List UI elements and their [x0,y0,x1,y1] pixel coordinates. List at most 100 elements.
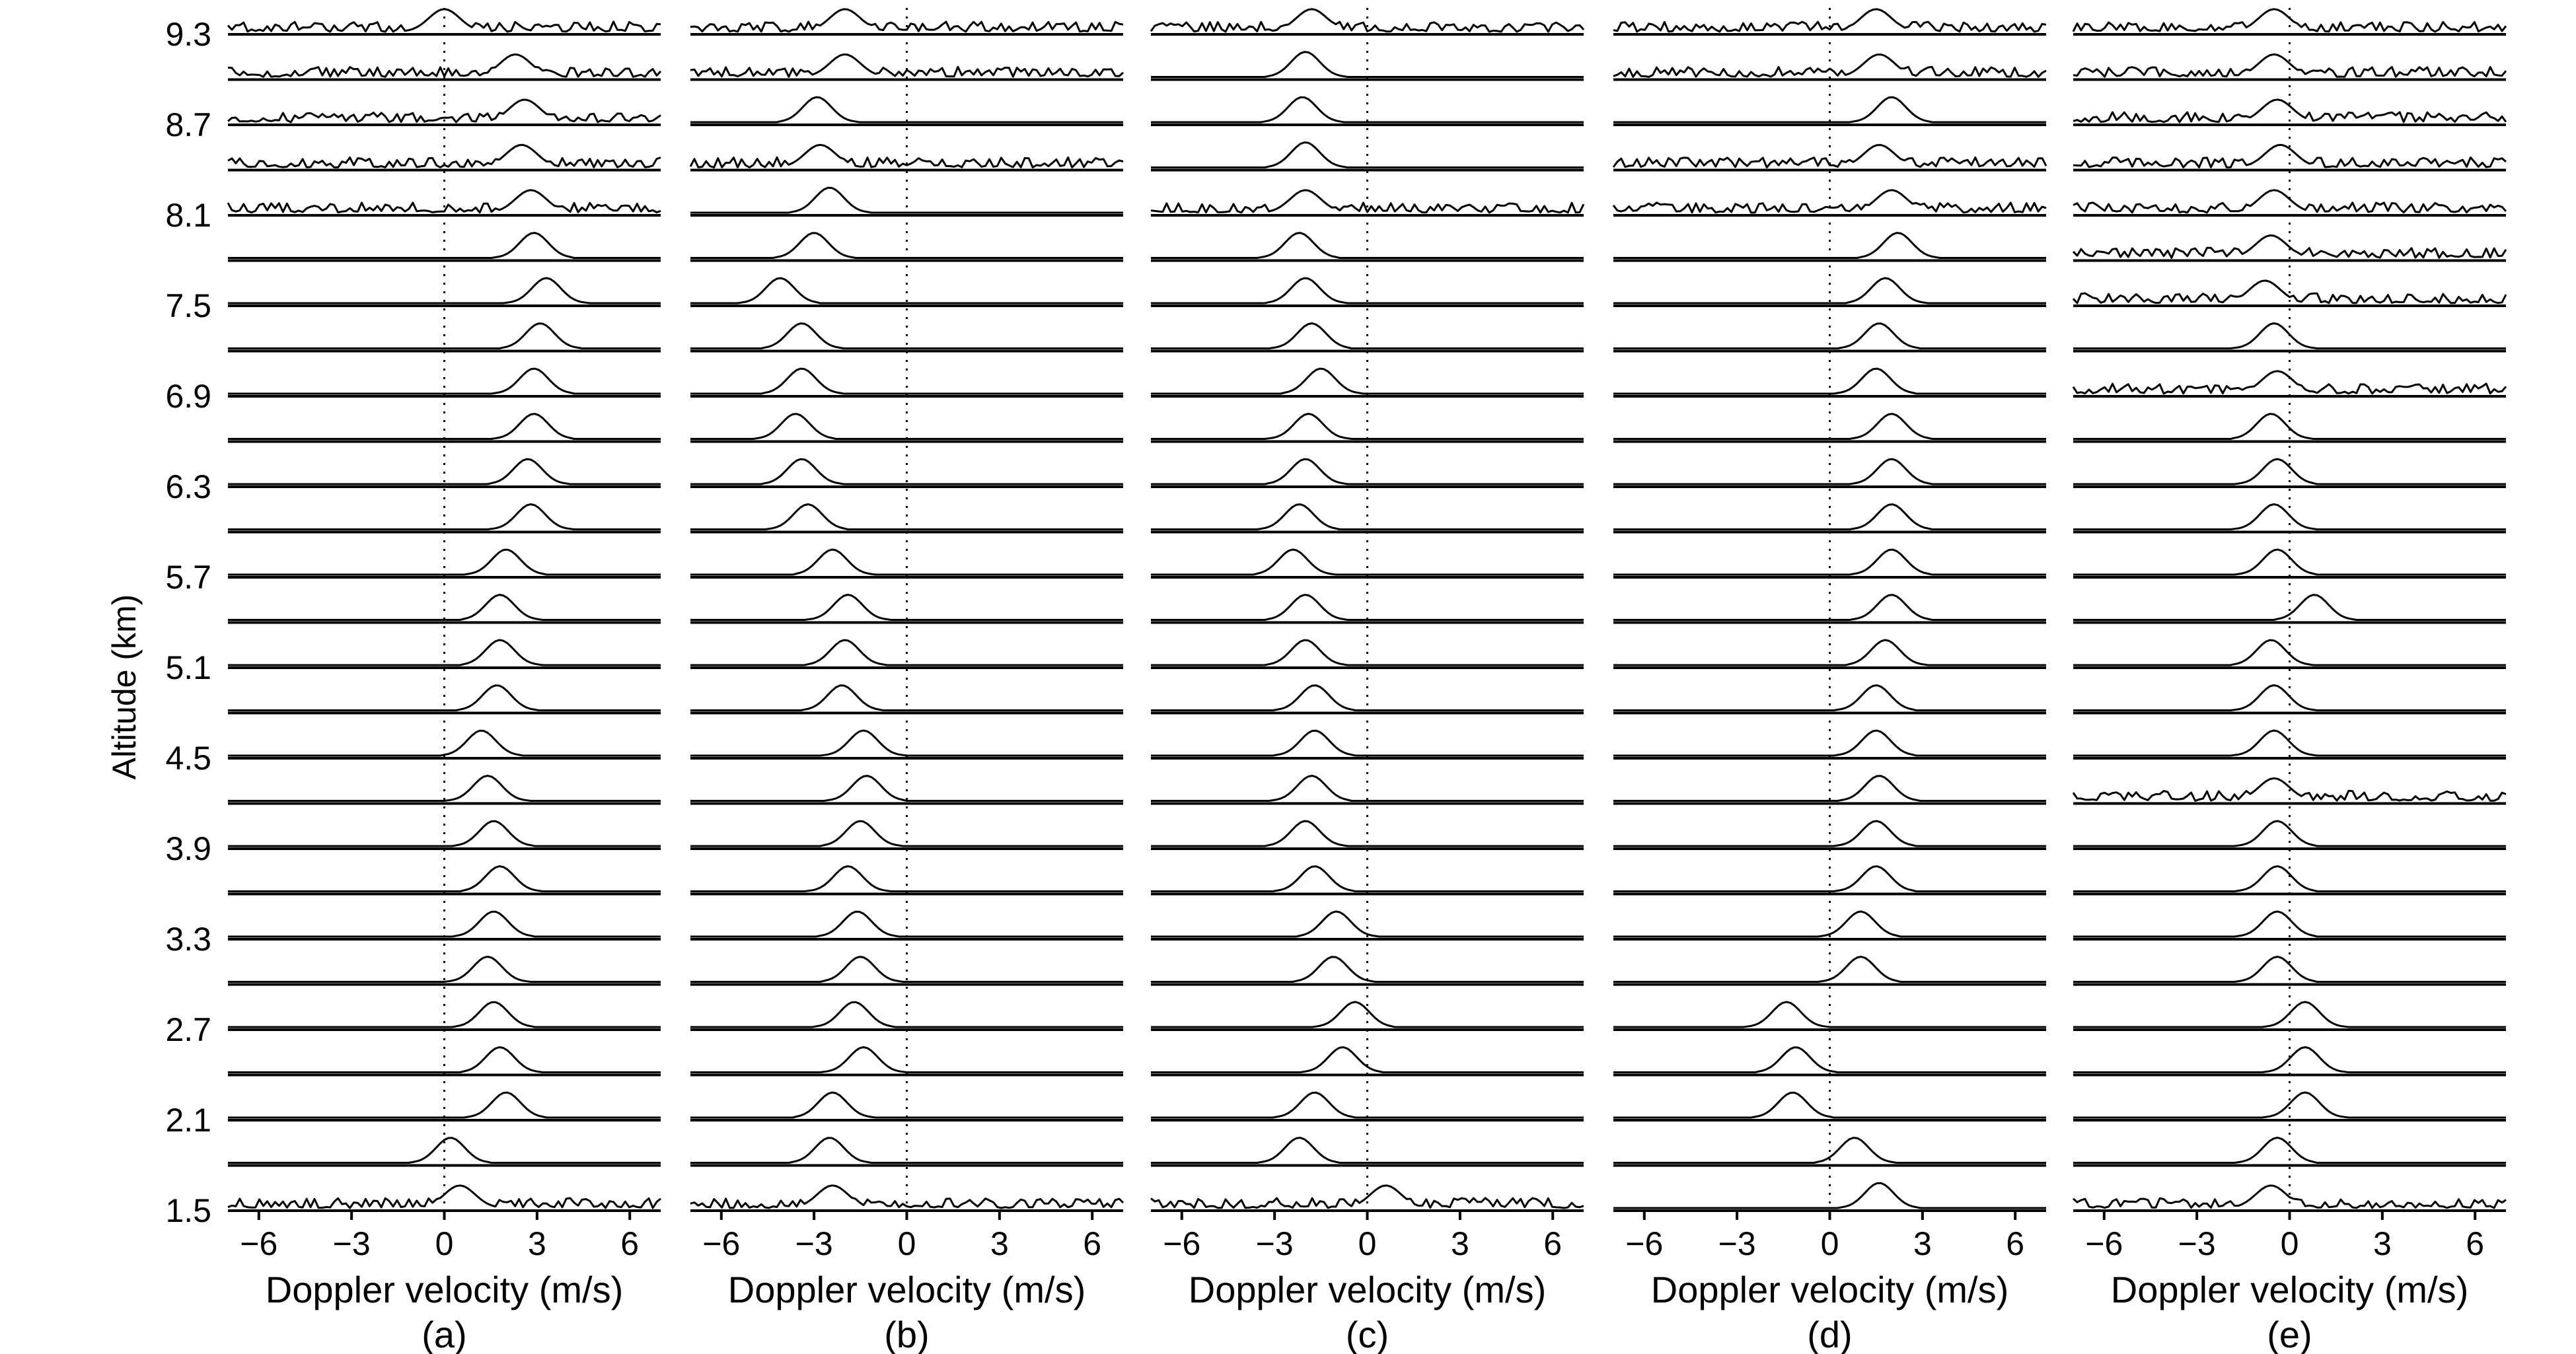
doppler-spectrum-line [2073,684,2506,711]
doppler-spectrum-line [1613,775,2046,802]
doppler-spectrum-line [2073,53,2507,78]
panel-label: (d) [1807,1314,1852,1354]
doppler-spectrum-line [2073,503,2506,530]
doppler-spectrum-line [2073,639,2506,666]
doppler-spectrum-line [690,729,1123,757]
doppler-spectrum-line [690,367,1123,395]
x-axis-label: Doppler velocity (m/s) [1651,1269,2008,1310]
doppler-spectrum-line [690,910,1123,938]
doppler-spectrum-line [1613,684,2046,711]
y-tick-label: 2.7 [165,1011,211,1048]
doppler-spectrum-line [1151,775,1584,802]
doppler-spectrum-line [2072,1184,2507,1209]
x-tick-label: −3 [1718,1225,1756,1262]
doppler-spectrum-line [690,413,1123,440]
doppler-spectrum-line [2073,548,2506,576]
panel-label: (e) [2267,1314,2312,1354]
y-tick-label: 6.3 [165,468,211,505]
doppler-spectrum-line [1151,684,1584,711]
doppler-spectrum-line [1151,413,1584,440]
y-tick-label: 8.1 [165,197,211,234]
x-tick-label: −3 [2178,1225,2216,1262]
doppler-spectrum-line [1613,1046,2046,1073]
x-axis-label: Doppler velocity (m/s) [728,1269,1086,1310]
x-tick-label: 3 [1913,1225,1932,1262]
x-tick-label: 0 [2281,1225,2299,1262]
doppler-spectrum-line [1151,277,1584,304]
x-tick-label: 3 [2373,1225,2392,1262]
doppler-spectrum-line [1151,1137,1584,1164]
doppler-spectrum-line [2072,777,2507,802]
x-tick-label: −6 [240,1225,277,1262]
doppler-spectrum-line [227,143,661,168]
doppler-spectrum-line [1151,232,1584,259]
doppler-spectrum-line [690,322,1123,349]
panel-label: (c) [1346,1314,1389,1354]
doppler-spectrum-line [1151,594,1584,621]
y-tick-label: 9.3 [165,16,211,53]
panel-1: −6 −3 0 3 6 Doppler velocity (m/s)(a) [227,8,662,1354]
doppler-spectrum-line [690,1137,1123,1164]
doppler-spectrum-line [2073,98,2507,124]
doppler-spectrum-line [1151,1001,1584,1028]
doppler-spectrum-line [2073,413,2506,440]
doppler-spectrum-line [690,458,1123,485]
doppler-spectrum-line [228,729,661,757]
doppler-spectrum-line [2073,1091,2506,1119]
y-tick-label: 5.7 [165,559,211,596]
x-axis-label: Doppler velocity (m/s) [2111,1269,2468,1310]
x-tick-label: 0 [435,1225,454,1262]
doppler-spectrum-line [1613,1091,2046,1119]
doppler-spectrum-line [228,1001,661,1028]
doppler-spectrum-line [228,367,661,395]
doppler-spectrum-line [2073,189,2507,214]
x-tick-label: 3 [1451,1225,1469,1262]
doppler-spectrum-line [1613,1182,2046,1209]
doppler-spectrum-line [690,186,1123,214]
y-tick-label: 3.3 [165,921,211,958]
x-tick-label: 6 [1083,1225,1101,1262]
doppler-spectrum-line [1151,548,1584,576]
doppler-spectrum-line [2072,8,2507,33]
doppler-spectrum-line [1150,8,1585,33]
doppler-spectrum-line [2073,820,2506,847]
x-tick-label: 0 [1821,1225,1839,1262]
doppler-spectrum-line [228,594,661,621]
doppler-spectrum-line [228,956,661,983]
doppler-spectrum-line [1612,144,2047,168]
x-tick-label: −6 [1163,1225,1200,1262]
doppler-spectrum-line [2072,234,2507,259]
doppler-spectrum-line [690,820,1123,847]
panel-4: −6 −3 0 3 6 Doppler velocity (m/s)(d) [1612,8,2047,1354]
doppler-spectrum-line [690,96,1123,124]
doppler-spectrum-line [1150,1184,1584,1209]
doppler-spectrum-line [228,639,661,666]
doppler-spectrum-line [1612,189,2047,214]
doppler-spectrum-line [228,865,661,892]
panel-label: (a) [422,1314,466,1354]
doppler-spectrum-line [690,548,1123,576]
doppler-spectrum-line [1613,8,2047,33]
doppler-spectrum-line [1613,53,2047,78]
x-tick-label: −3 [795,1225,833,1262]
y-tick-label: 1.5 [165,1192,211,1229]
x-tick-label: −6 [702,1225,740,1262]
doppler-spectrum-line [228,503,661,530]
doppler-spectrum-line [690,277,1123,304]
doppler-spectrum-line [690,594,1123,621]
doppler-spectrum-line [690,1001,1123,1028]
doppler-spectrum-line [228,1046,661,1073]
doppler-spectrum-line [1150,189,1585,214]
x-tick-label: −3 [1256,1225,1294,1262]
doppler-spectrum-line [690,1046,1123,1073]
doppler-spectrum-line [2072,279,2507,304]
doppler-spectrum-line [1613,820,2046,847]
doppler-spectrum-line [228,820,661,847]
doppler-spectrum-line [1613,594,2046,621]
doppler-spectrum-line [690,1091,1123,1119]
doppler-spectrum-line [2073,1001,2506,1028]
doppler-spectrum-line [689,143,1124,168]
x-tick-label: 6 [2466,1225,2484,1262]
doppler-spectrum-line [228,413,661,440]
